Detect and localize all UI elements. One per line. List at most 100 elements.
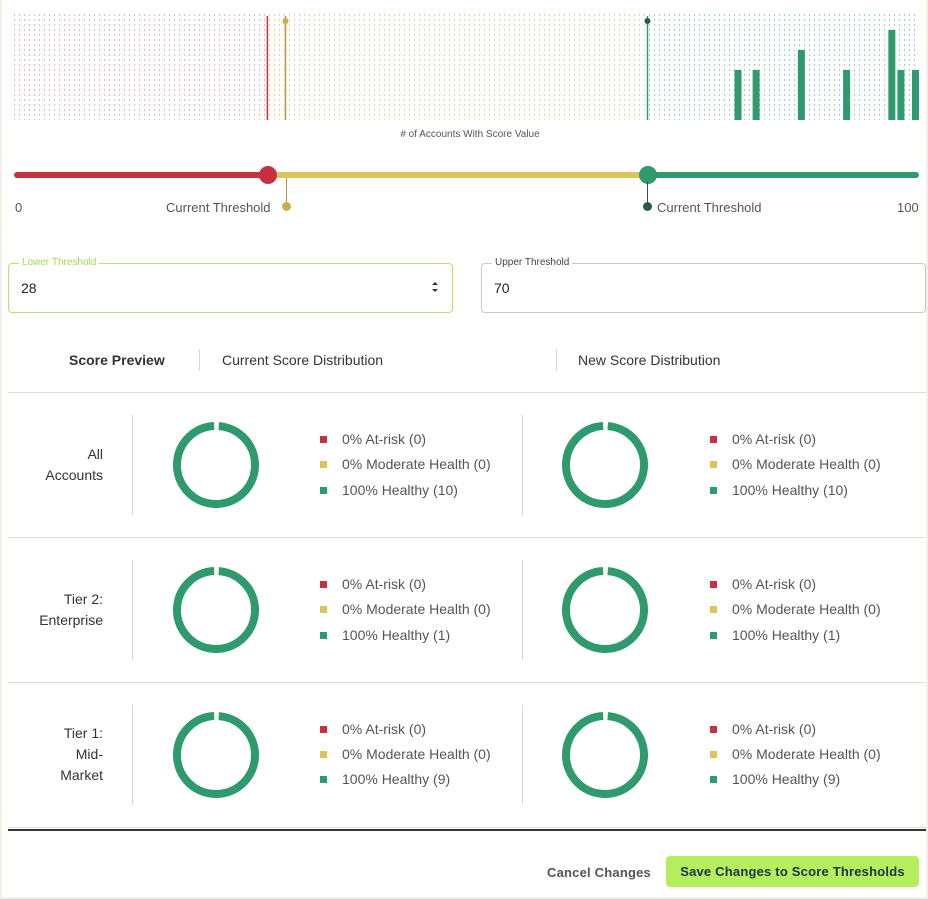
- legend-healthy: 100% Healthy (9): [320, 771, 450, 787]
- lower-threshold-field[interactable]: Lower Threshold 28: [8, 257, 453, 313]
- row-column-divider: [522, 560, 523, 660]
- row-label: Tier 1: Mid- Market: [7, 723, 103, 786]
- row-label-line: Mid-: [75, 746, 103, 762]
- upper-threshold-handle[interactable]: [639, 166, 657, 184]
- current-upper-marker-line: [647, 182, 648, 204]
- upper-threshold-field[interactable]: Upper Threshold 70: [481, 257, 926, 313]
- legend-healthy: 100% Healthy (10): [710, 482, 848, 498]
- legend-at-risk: 0% At-risk (0): [710, 721, 816, 737]
- legend-text: 0% At-risk (0): [342, 721, 427, 737]
- upper-threshold-input[interactable]: 70: [494, 280, 510, 296]
- histogram-bar: [734, 70, 742, 120]
- moderate-swatch: [320, 461, 327, 468]
- legend-moderate: 0% Moderate Health (0): [320, 601, 491, 617]
- legend-at-risk: 0% At-risk (0): [320, 431, 426, 447]
- legend-healthy: 100% Healthy (1): [320, 627, 450, 643]
- legend-at-risk: 0% At-risk (0): [710, 576, 816, 592]
- row-divider: [8, 392, 926, 393]
- legend-text: 0% At-risk (0): [732, 721, 817, 737]
- at-risk-range-track[interactable]: [14, 172, 270, 178]
- current-lower-threshold-dot: [282, 18, 289, 24]
- row-column-divider: [132, 560, 133, 660]
- legend-healthy: 100% Healthy (10): [320, 482, 458, 498]
- current-lower-marker-dot: [282, 202, 291, 211]
- legend-text: 100% Healthy (10): [342, 482, 458, 498]
- healthy-swatch: [710, 487, 717, 494]
- current-lower-threshold-label: Current Threshold: [166, 200, 271, 215]
- row-column-divider: [132, 415, 133, 515]
- row-divider: [8, 537, 926, 538]
- legend-text: 0% Moderate Health (0): [342, 746, 491, 762]
- slider-max-label: 100: [897, 200, 919, 215]
- row-label-line: All: [87, 446, 103, 462]
- legend-text: 100% Healthy (10): [732, 482, 848, 498]
- score-histogram: [14, 14, 919, 120]
- current-upper-marker-dot: [643, 202, 652, 211]
- current-distribution-donut: [173, 422, 259, 508]
- moderate-range-track[interactable]: [268, 172, 650, 178]
- slider-min-label: 0: [15, 200, 23, 215]
- moderate-swatch: [710, 461, 717, 468]
- lower-threshold-input[interactable]: 28: [21, 280, 37, 296]
- legend-text: 100% Healthy (1): [732, 627, 841, 643]
- row-label-line: Enterprise: [39, 612, 103, 628]
- legend-text: 0% At-risk (0): [732, 576, 817, 592]
- moderate-swatch: [320, 606, 327, 613]
- legend-text: 0% Moderate Health (0): [732, 746, 881, 762]
- current-distribution-header: Current Score Distribution: [222, 352, 384, 368]
- legend-text: 0% At-risk (0): [342, 576, 427, 592]
- row-label: Tier 2: Enterprise: [7, 589, 103, 631]
- legend-moderate: 0% Moderate Health (0): [710, 456, 881, 472]
- row-column-divider: [522, 415, 523, 515]
- legend-at-risk: 0% At-risk (0): [320, 576, 426, 592]
- save-thresholds-button[interactable]: Save Changes to Score Thresholds: [666, 856, 919, 887]
- row-label-line: Accounts: [45, 467, 103, 483]
- row-divider: [8, 682, 926, 683]
- legend-text: 100% Healthy (9): [732, 771, 841, 787]
- upper-threshold-label: Upper Threshold: [492, 257, 573, 269]
- histogram-bar: [912, 70, 919, 120]
- legend-text: 100% Healthy (1): [342, 627, 451, 643]
- histogram-caption: # of Accounts With Score Value: [400, 129, 540, 140]
- moderate-swatch: [710, 751, 717, 758]
- legend-text: 0% At-risk (0): [342, 431, 427, 447]
- legend-moderate: 0% Moderate Health (0): [320, 746, 491, 762]
- lower-threshold-handle[interactable]: [259, 166, 277, 184]
- moderate-swatch: [710, 606, 717, 613]
- histogram-bar: [843, 70, 851, 120]
- row-column-divider: [522, 705, 523, 805]
- new-distribution-header: New Score Distribution: [578, 352, 721, 368]
- at-risk-swatch: [710, 726, 717, 733]
- row-label-line: Tier 1:: [63, 725, 103, 741]
- new-distribution-donut: [562, 567, 648, 654]
- lower-threshold-label: Lower Threshold: [19, 257, 100, 269]
- healthy-swatch: [710, 632, 717, 639]
- healthy-zone: [647, 14, 919, 120]
- histogram-bar: [897, 70, 905, 120]
- cancel-changes-button[interactable]: Cancel Changes: [540, 858, 658, 886]
- healthy-swatch: [710, 776, 717, 783]
- legend-text: 0% At-risk (0): [732, 431, 817, 447]
- legend-text: 0% Moderate Health (0): [342, 456, 491, 472]
- at-risk-zone: [14, 14, 268, 120]
- row-column-divider: [132, 705, 133, 805]
- new-distribution-donut: [562, 712, 648, 799]
- legend-at-risk: 0% At-risk (0): [710, 431, 816, 447]
- healthy-swatch: [320, 487, 327, 494]
- current-upper-threshold-dot: [644, 18, 651, 24]
- at-risk-swatch: [320, 581, 327, 588]
- at-risk-swatch: [320, 436, 327, 443]
- legend-moderate: 0% Moderate Health (0): [320, 456, 491, 472]
- histogram-bar: [797, 50, 805, 120]
- row-label-line: Tier 2:: [63, 591, 103, 607]
- header-divider: [556, 349, 557, 371]
- number-stepper-icon[interactable]: [430, 280, 440, 294]
- legend-at-risk: 0% At-risk (0): [320, 721, 426, 737]
- current-upper-threshold-label: Current Threshold: [657, 200, 762, 215]
- healthy-range-track[interactable]: [648, 172, 919, 178]
- row-divider: [8, 827, 926, 828]
- footer-divider: [8, 829, 926, 831]
- legend-text: 0% Moderate Health (0): [732, 601, 881, 617]
- score-preview-title: Score Preview: [69, 352, 165, 368]
